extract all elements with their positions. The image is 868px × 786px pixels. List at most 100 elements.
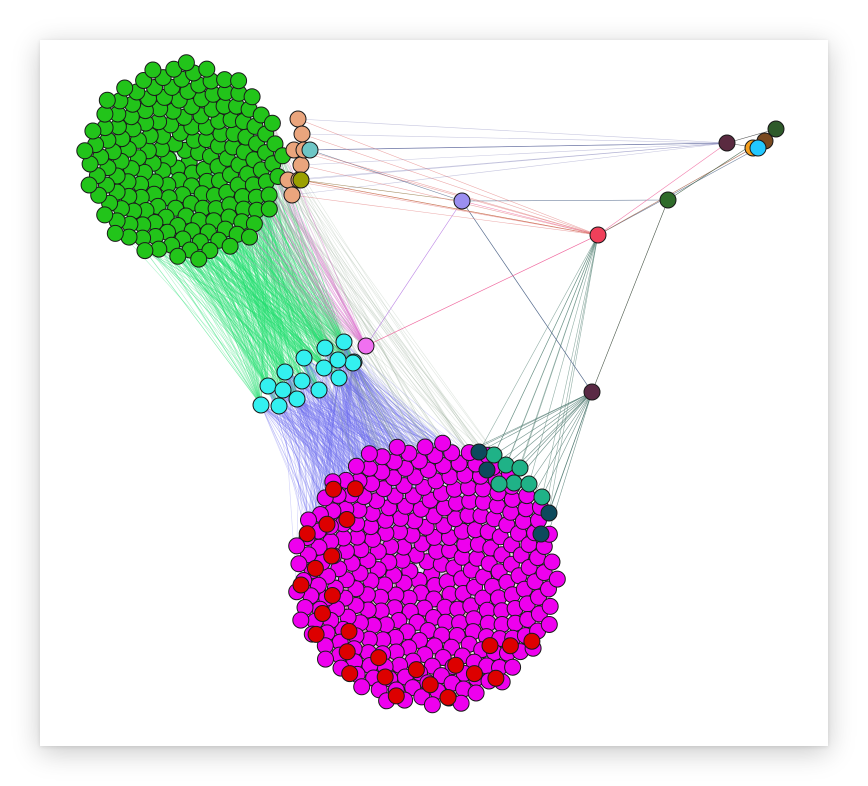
edge-green-cyan	[266, 181, 354, 364]
edge-green-cyan	[254, 223, 305, 359]
cyan-node	[329, 351, 347, 369]
edge-green-magenta	[266, 181, 370, 454]
edge-green-pink	[268, 194, 367, 347]
edge-crimson-teal	[541, 234, 599, 498]
edge-peach-crimson	[293, 149, 599, 236]
green-node	[198, 60, 216, 78]
edge-hub-link	[365, 234, 599, 347]
edge-magenta-cyan	[353, 361, 395, 462]
magenta-node	[288, 537, 306, 555]
edge-green-magenta	[248, 109, 470, 453]
red-node	[439, 689, 457, 706]
edge-crimson-teal	[528, 234, 599, 485]
red-node	[407, 661, 425, 679]
magenta-node	[434, 434, 452, 452]
edge-green-magenta	[241, 221, 429, 471]
green-node	[80, 176, 98, 194]
edge-peach-crimson	[301, 133, 599, 236]
edge-green-pink	[269, 208, 367, 347]
edge-peach-corner	[297, 118, 728, 144]
edge-green-cyan	[144, 250, 339, 361]
magenta-node	[416, 438, 434, 456]
edge-green-magenta	[265, 152, 383, 457]
edge-green-magenta	[272, 163, 383, 457]
green-node	[177, 54, 195, 72]
edge-green-magenta	[253, 159, 410, 454]
cyan-node	[295, 349, 313, 367]
edge-green-magenta	[232, 146, 510, 474]
edge-magenta-cyan	[337, 359, 398, 448]
red-node	[481, 637, 499, 655]
edge-plum-teal	[541, 391, 593, 498]
edge-plum-teal	[549, 391, 593, 529]
peach-node	[292, 156, 310, 174]
red-node	[292, 576, 310, 594]
magenta-node	[543, 553, 561, 571]
edge-green-magenta	[269, 208, 383, 457]
edge-green-cyan	[229, 246, 303, 382]
cyan-node	[252, 396, 270, 414]
edge-hub-link	[461, 200, 593, 393]
edge-green-pink	[256, 210, 367, 347]
edge-green-magenta	[238, 164, 497, 481]
edge-crimson-teal	[478, 234, 599, 453]
edge-green-magenta	[266, 181, 481, 477]
green-node	[260, 200, 278, 218]
edge-green-cyan	[260, 181, 267, 406]
edge-magenta-cyan	[353, 361, 395, 462]
edge-crimson-teal	[513, 234, 599, 484]
edge-green-magenta	[265, 133, 494, 468]
edge-green-magenta	[241, 221, 370, 469]
edge-green-magenta	[272, 163, 494, 468]
red-node	[370, 649, 388, 667]
edge-green-magenta	[247, 173, 497, 481]
green-node	[243, 88, 261, 106]
peach-node	[283, 186, 301, 204]
edge-green-cyan	[223, 106, 298, 400]
magenta-node	[290, 555, 308, 573]
edge-green-cyan	[241, 221, 354, 364]
edge-magenta-cyan	[296, 380, 303, 546]
red-node	[465, 665, 483, 683]
edge-green-cyan	[229, 246, 284, 391]
hub-lavender-node	[453, 192, 471, 210]
edge-green-magenta	[242, 196, 416, 478]
green-node	[136, 242, 154, 260]
edge-green-pink	[249, 236, 367, 347]
edge-magenta-cyan	[332, 362, 354, 482]
magenta-node	[353, 678, 371, 696]
edge-magenta-cyan	[301, 380, 321, 515]
edge-magenta-cyan	[296, 398, 443, 444]
edge-peach-corner	[291, 142, 728, 196]
edge-green-magenta	[237, 234, 510, 474]
edge-green-cyan	[144, 250, 345, 343]
edge-magenta-cyan	[260, 404, 360, 482]
edge-green-magenta	[268, 194, 460, 464]
edge-hub-link	[461, 200, 599, 236]
teal-node	[533, 488, 551, 506]
edge-peach-corner	[287, 142, 728, 181]
edge-green-cyan	[177, 256, 262, 406]
edge-hub-link	[300, 179, 463, 202]
edge-plum-teal	[533, 391, 593, 495]
edge-peach-crimson	[287, 179, 599, 236]
edge-green-pink	[249, 236, 367, 347]
edge-peach-corner	[293, 142, 728, 151]
edge-crimson-teal	[486, 234, 599, 471]
edge-green-cyan	[256, 210, 339, 361]
red-node	[346, 480, 364, 498]
edge-green-cyan	[209, 250, 339, 361]
cyan-node	[335, 333, 353, 351]
edge-green-magenta	[260, 114, 426, 448]
edge-green-magenta	[266, 181, 398, 448]
corner-dark-green-node	[767, 120, 785, 138]
edge-green-cyan	[177, 256, 303, 382]
edge-green-pink	[269, 208, 367, 347]
cyan-node	[315, 359, 333, 377]
edge-green-magenta	[268, 194, 451, 477]
edge-green-magenta	[251, 96, 481, 477]
edge-green-cyan	[158, 248, 262, 406]
edge-green-cyan	[229, 246, 284, 391]
edge-green-cyan	[269, 208, 303, 382]
edge-magenta-cyan	[352, 362, 443, 444]
